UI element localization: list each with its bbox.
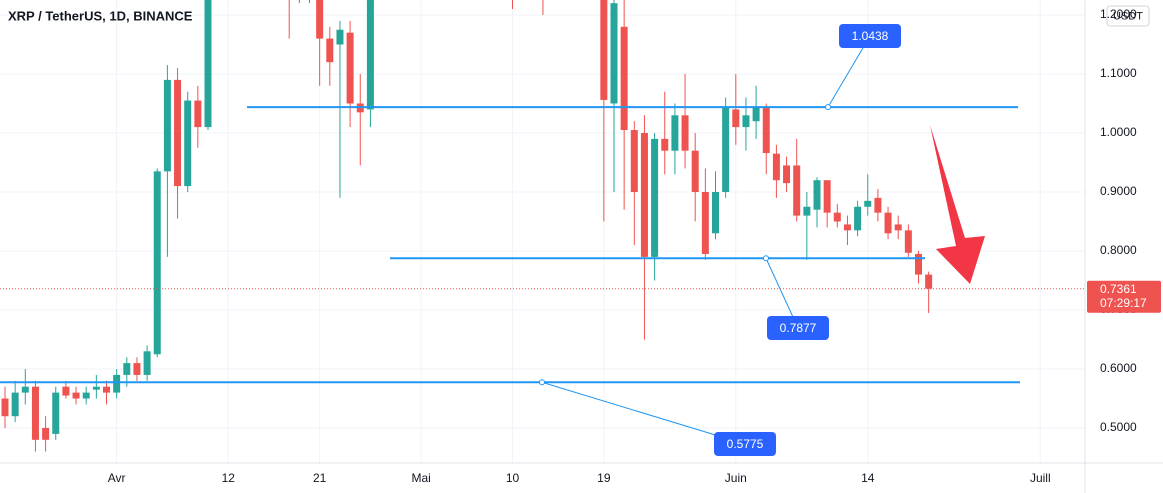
y-tick-label: 0.8000 — [1100, 243, 1137, 257]
candle-body — [62, 386, 70, 396]
candle-body — [194, 100, 202, 128]
candle-body — [82, 392, 90, 399]
candle-body — [651, 138, 659, 257]
candle-body — [630, 130, 638, 192]
x-tick-label: 14 — [861, 471, 875, 485]
candle-body — [823, 180, 831, 213]
candle-body — [103, 386, 110, 393]
candle-body — [113, 374, 121, 393]
arrow — [930, 125, 985, 284]
y-tick-label: 0.9000 — [1100, 184, 1137, 198]
candle-body — [884, 212, 892, 234]
level-leader — [541, 381, 746, 445]
candle-body — [346, 32, 354, 104]
candle-body — [184, 100, 192, 187]
x-tick-label: Juill — [1030, 471, 1051, 485]
level-label-box — [767, 316, 829, 340]
candle-body — [752, 106, 760, 122]
candle-body — [742, 115, 750, 128]
y-tick-label: 1.0000 — [1100, 125, 1137, 139]
x-tick-label: Avr — [108, 471, 126, 485]
level-label: 1.0438 — [852, 29, 889, 43]
candle-body — [326, 38, 334, 63]
candle-body — [143, 351, 151, 375]
candle-body — [671, 115, 679, 151]
candle-body — [925, 274, 933, 289]
last-price-label: 0.7361 — [1100, 282, 1137, 296]
level-label: 0.7877 — [780, 321, 817, 335]
y-tick-label: 1.2000 — [1100, 7, 1137, 21]
overlay: 1.0438 0.7877 0.5775 — [0, 24, 1085, 456]
y-tick-label: 0.6000 — [1100, 361, 1137, 375]
candle-body — [163, 79, 171, 172]
candle-body — [833, 212, 841, 222]
x-tick-label: 10 — [506, 471, 520, 485]
x-tick-label: Mai — [411, 471, 430, 485]
candle-body — [42, 428, 50, 440]
candle-body — [52, 392, 60, 434]
currency: USDT — [1113, 10, 1143, 22]
candle-body — [31, 386, 39, 440]
x-tick-label: 21 — [313, 471, 327, 485]
y-tick-label: 0.5000 — [1100, 420, 1137, 434]
y-tick-label: 1.1000 — [1100, 66, 1137, 80]
last-price-box — [1087, 280, 1161, 313]
candle-body — [11, 392, 19, 417]
level-label-box — [839, 24, 901, 48]
currency-box — [1106, 5, 1150, 27]
candle-body — [336, 29, 344, 45]
candle-body — [72, 392, 80, 399]
level-label: 0.5775 — [727, 437, 764, 451]
candle-body — [904, 230, 912, 253]
candle-body — [762, 106, 770, 154]
candle-body — [366, 0, 374, 110]
candle-body — [732, 109, 740, 128]
candle-body — [661, 138, 669, 151]
x-tick-label: 12 — [222, 471, 236, 485]
candle-body — [610, 3, 618, 104]
candle-body — [316, 0, 324, 39]
candle-body — [640, 132, 648, 257]
x-tick-label: 19 — [597, 471, 611, 485]
candle-body — [123, 363, 131, 375]
candle-body — [21, 386, 29, 393]
candle-body — [133, 363, 141, 375]
candle-body — [854, 206, 862, 231]
chart-title: XRP / TetherUS, 1D, BINANCE — [8, 8, 193, 23]
candle-body — [691, 150, 699, 192]
level-anchor — [763, 255, 769, 262]
level-anchor — [539, 379, 545, 386]
candle-body — [813, 180, 821, 210]
candle-body — [204, 0, 212, 128]
candle-body — [803, 206, 811, 216]
candle-body — [620, 26, 628, 131]
candle-body — [894, 224, 902, 231]
candle-body — [915, 253, 922, 275]
candle-body — [793, 165, 801, 216]
candle-body — [92, 386, 100, 390]
candle-body — [712, 191, 719, 234]
countdown: 07:29:17 — [1100, 296, 1147, 310]
candle-body — [772, 153, 780, 181]
grid — [0, 0, 1085, 463]
candle-body — [722, 106, 730, 192]
candle-body — [681, 115, 689, 151]
level-anchor — [825, 104, 831, 111]
x-tick-label: Juin — [725, 471, 747, 485]
candles — [1, 0, 933, 452]
level-label-box — [714, 432, 776, 456]
candle-body — [153, 171, 161, 355]
candle-body — [174, 79, 182, 187]
candle-body — [783, 165, 791, 184]
candle-body — [874, 197, 882, 213]
candle-body — [1, 398, 9, 417]
candle-body — [600, 0, 608, 100]
candle-body — [701, 191, 709, 254]
candle-body — [843, 224, 851, 231]
candle-body — [864, 200, 872, 207]
